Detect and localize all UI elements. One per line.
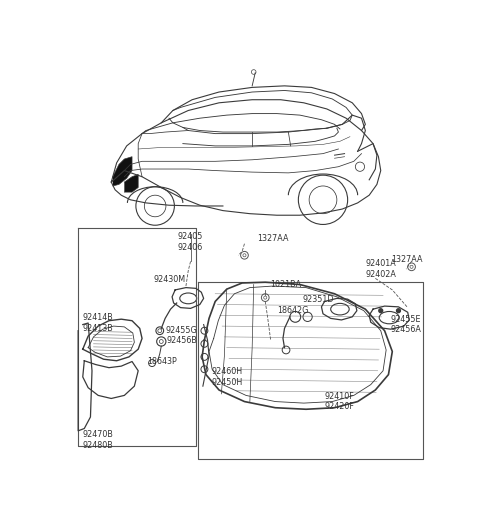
Text: 92470B
92480B: 92470B 92480B: [83, 430, 114, 450]
Text: 18643P: 18643P: [147, 357, 177, 366]
Circle shape: [396, 309, 400, 313]
Text: 18642G: 18642G: [277, 306, 308, 315]
Text: 92405
92406: 92405 92406: [178, 232, 203, 252]
Text: 1021BA: 1021BA: [271, 280, 302, 289]
Text: 1327AA: 1327AA: [391, 255, 422, 265]
Text: 1327AA: 1327AA: [258, 234, 289, 243]
Text: 92455G
92456B: 92455G 92456B: [166, 326, 198, 345]
Circle shape: [379, 309, 383, 313]
Text: 92430M: 92430M: [154, 276, 186, 285]
Polygon shape: [113, 157, 132, 186]
Text: 92401A
92402A: 92401A 92402A: [365, 259, 396, 279]
Text: 92455E
92456A: 92455E 92456A: [391, 315, 421, 334]
Text: 92351D: 92351D: [302, 295, 334, 304]
Text: 92414B
92413B: 92414B 92413B: [83, 313, 113, 333]
Polygon shape: [124, 174, 138, 192]
Text: 92460H
92450H: 92460H 92450H: [211, 367, 242, 386]
Text: 92410F
92420F: 92410F 92420F: [324, 392, 354, 411]
